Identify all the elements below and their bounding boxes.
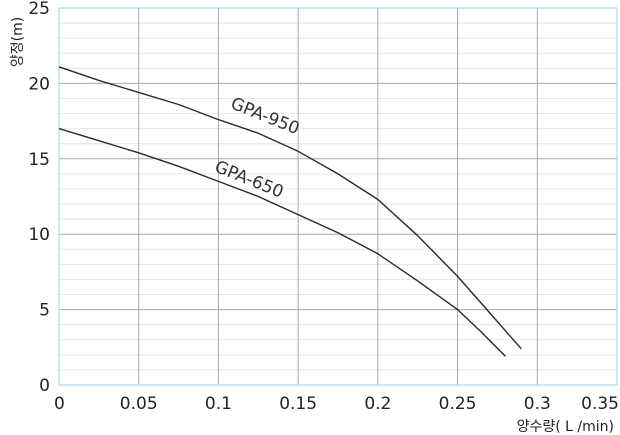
grid — [59, 8, 617, 385]
series-line-gpa-950 — [58, 66, 522, 350]
x-tick-label: 0.1 — [205, 394, 232, 414]
x-tick-label: 0.3 — [524, 394, 551, 414]
curve-label-gpa-650: GPA-650 — [212, 157, 286, 203]
curve-label-gpa-950: GPA-950 — [228, 94, 302, 140]
y-tick-label: 25 — [28, 0, 50, 19]
x-tick-label: 0.35 — [581, 394, 619, 414]
y-tick-label: 5 — [39, 301, 50, 321]
x-tick-label: 0.25 — [439, 394, 477, 414]
y-axis-title: 양정(m) — [10, 17, 26, 67]
plot-border — [58, 7, 618, 386]
tick-labels: 0 5 10 15 20 25 0 0.05 0.1 0.15 0.2 0.25 0.3 0.35 — [28, 0, 619, 414]
y-tick-label: 10 — [28, 225, 50, 245]
plot-frame — [58, 7, 618, 386]
curve-labels: GPA-950 GPA-650 — [212, 94, 302, 203]
x-tick-label: 0.2 — [364, 394, 391, 414]
x-tick-label: 0 — [54, 394, 65, 414]
series-group — [58, 66, 522, 357]
series-line-gpa-650 — [58, 127, 506, 357]
x-tick-label: 0.05 — [120, 394, 158, 414]
x-axis-title: 양수량( L /min) — [517, 419, 614, 435]
y-tick-label: 0 — [39, 376, 50, 396]
y-tick-label: 20 — [28, 74, 50, 94]
y-tick-label: 15 — [28, 150, 50, 170]
x-tick-label: 0.15 — [279, 394, 317, 414]
